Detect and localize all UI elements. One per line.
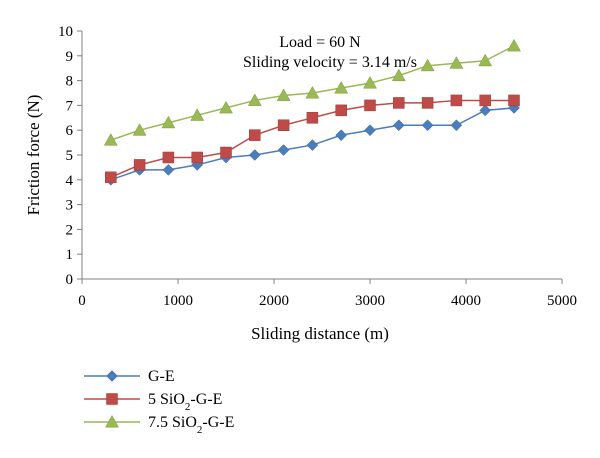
data-point — [190, 108, 205, 121]
x-tick-label: 3000 — [355, 293, 385, 309]
data-point — [277, 119, 290, 131]
data-point — [191, 151, 203, 164]
data-point — [450, 119, 463, 132]
legend-label-part: 2 — [197, 424, 203, 436]
y-tick-label: 3 — [66, 198, 74, 214]
y-tick-label: 1 — [66, 247, 74, 263]
data-point — [507, 38, 521, 52]
data-point — [364, 124, 376, 137]
data-point — [220, 146, 232, 159]
data-point — [420, 58, 435, 72]
data-point — [105, 171, 117, 184]
data-point — [363, 76, 377, 89]
data-point — [306, 112, 319, 124]
y-tick-label: 9 — [66, 49, 74, 65]
y-tick-label: 6 — [66, 123, 74, 139]
x-tick-label: 0 — [78, 293, 86, 309]
annotation-load: Load = 60 N — [279, 34, 361, 51]
data-point — [306, 139, 319, 151]
legend-label-part: G-E — [148, 368, 175, 385]
data-point — [391, 68, 406, 82]
legend-label-part: 7.5 SiO — [148, 414, 197, 431]
data-point — [335, 129, 348, 142]
series-line — [110, 99, 514, 179]
x-axis-label: Sliding distance (m) — [251, 324, 389, 343]
data-point — [449, 56, 464, 69]
x-tick-label: 4000 — [451, 293, 481, 309]
data-point — [219, 100, 233, 114]
legend-label: G-E — [148, 368, 175, 385]
x-axis-ticks: 0 1000 2000 3000 4000 5000 — [78, 279, 577, 309]
y-tick-label: 0 — [66, 272, 74, 288]
y-tick-label: 7 — [66, 98, 74, 114]
legend-entry: G-E — [84, 368, 175, 385]
y-axis-ticks: 0 1 2 3 4 5 6 7 8 9 10 — [58, 24, 82, 288]
y-tick-label: 5 — [66, 148, 74, 164]
annotation-sliding-velocity: Sliding velocity = 3.14 m/s — [243, 54, 417, 71]
data-point — [103, 133, 118, 146]
data-point — [277, 144, 290, 156]
data-point — [335, 104, 347, 117]
data-point — [334, 81, 349, 94]
data-point — [421, 97, 434, 109]
data-point — [248, 149, 261, 161]
data-point — [161, 115, 176, 129]
legend-label-part: 5 SiO — [148, 391, 185, 408]
data-point — [132, 123, 147, 136]
y-tick-label: 8 — [66, 74, 74, 90]
y-tick-label: 4 — [66, 173, 74, 189]
legend-marker — [105, 414, 119, 428]
y-tick-label: 2 — [66, 222, 74, 238]
data-point — [247, 93, 262, 106]
data-point — [162, 164, 175, 176]
data-point — [305, 85, 320, 99]
data-point — [364, 99, 376, 112]
legend-marker — [106, 370, 118, 382]
legend-label-part: 2 — [185, 401, 191, 413]
data-point — [249, 129, 261, 141]
data-point — [479, 104, 492, 117]
x-tick-label: 1000 — [163, 293, 193, 309]
legend-label-part: -G-E — [202, 414, 234, 431]
x-tick-label: 2000 — [259, 293, 289, 309]
legend-marker — [106, 393, 118, 405]
data-point — [478, 53, 493, 67]
legend-label: 7.5 SiO2-G-E — [148, 414, 234, 436]
data-point — [276, 88, 291, 101]
legend-label-part: -G-E — [190, 391, 222, 408]
plot-series — [103, 38, 521, 186]
x-tick-label: 5000 — [547, 293, 577, 309]
data-point — [133, 159, 146, 171]
data-point — [479, 94, 491, 107]
legend: G-E5 SiO2-G-E7.5 SiO2-G-E — [84, 368, 234, 436]
legend-label: 5 SiO2-G-E — [148, 391, 222, 413]
data-point — [450, 94, 463, 107]
y-tick-label: 10 — [58, 24, 73, 40]
legend-entry: 7.5 SiO2-G-E — [84, 414, 234, 436]
legend-entry: 5 SiO2-G-E — [84, 391, 222, 413]
data-point — [393, 97, 405, 109]
y-axis-label: Friction force (N) — [24, 95, 43, 216]
series-2 — [103, 38, 521, 146]
series-1 — [105, 94, 520, 184]
data-point — [392, 119, 405, 132]
data-point — [508, 94, 520, 107]
data-point — [162, 151, 175, 164]
data-point — [421, 119, 434, 132]
